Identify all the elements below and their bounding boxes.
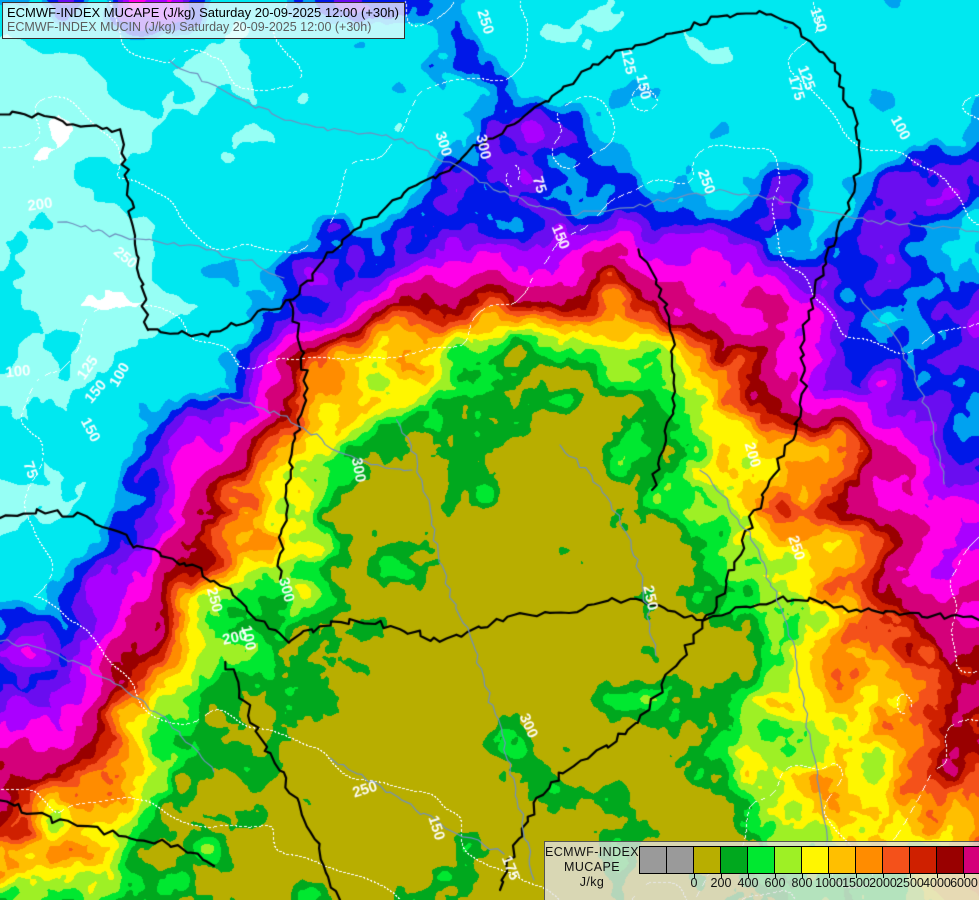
title-line-mucape: ECMWF-INDEX MUCAPE (J/kg) Saturday 20-09… — [7, 5, 399, 20]
colorbar-swatch — [801, 847, 829, 873]
colorbar-swatch — [963, 847, 979, 873]
colorbar-swatch — [828, 847, 856, 873]
colorbar-tick-label: 200 — [710, 876, 732, 890]
colorbar-swatch — [774, 847, 802, 873]
legend-unit: J/kg — [579, 875, 605, 889]
colorbar-swatch — [666, 847, 694, 873]
legend-colorbar-wrap: 0 200 400 600 800 1000 1500 2000 2500 4000 6000 — [638, 846, 979, 894]
colorbar-tick-label: 2500 — [896, 876, 924, 890]
colorbar-tick-label: 4000 — [923, 876, 951, 890]
colorbar-swatch — [855, 847, 883, 873]
colorbar-tick-label: 1000 — [815, 876, 843, 890]
colorbar — [638, 846, 979, 874]
legend-panel: ECMWF-INDEX MUCAPE J/kg 0 200 400 600 800 100… — [544, 841, 979, 900]
colorbar-tick-label: 800 — [791, 876, 813, 890]
map-title-box: ECMWF-INDEX MUCAPE (J/kg) Saturday 20-09… — [2, 2, 405, 39]
colorbar-tick-label: 600 — [764, 876, 786, 890]
colorbar-swatch — [936, 847, 964, 873]
colorbar-swatch — [693, 847, 721, 873]
legend-parameter-name: MUCAPE — [564, 860, 620, 874]
colorbar-swatch — [720, 847, 748, 873]
title-line-mucin: ECMWF-INDEX MUCIN (J/kg) Saturday 20-09-… — [7, 20, 372, 34]
colorbar-tick-labels: 0 200 400 600 800 1000 1500 2000 2500 4000 6000 — [639, 874, 979, 894]
legend-model-name: ECMWF-INDEX — [545, 845, 639, 859]
legend-caption: ECMWF-INDEX MUCAPE J/kg — [545, 842, 639, 890]
colorbar-tick-label: 400 — [737, 876, 759, 890]
colorbar-tick-label: 2000 — [869, 876, 897, 890]
colorbar-swatch — [882, 847, 910, 873]
colorbar-swatch — [639, 847, 667, 873]
colorbar-tick-label: 0 — [690, 876, 698, 890]
colorbar-tick-label: 6000 — [950, 876, 978, 890]
colorbar-tick-label: 1500 — [842, 876, 870, 890]
colorbar-swatch — [909, 847, 937, 873]
colorbar-swatch — [747, 847, 775, 873]
